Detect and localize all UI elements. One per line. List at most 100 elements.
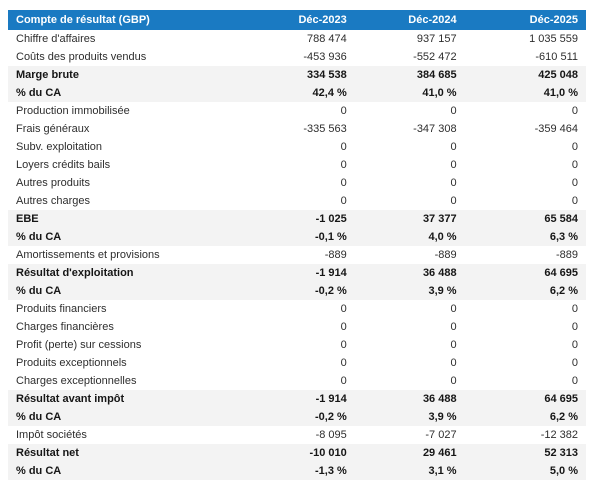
row-value-cell-dec-2023: 0 [239,318,355,336]
table-row: % du CA -0,2 % 3,9 % 6,2 % [8,408,586,426]
row-value-cell-dec-2024: 3,1 % [354,462,465,480]
row-value-cell-dec-2025: 6,3 % [464,228,586,246]
row-value-cell-dec-2024: 3,9 % [354,408,465,426]
table-row: Frais généraux -335 563 -347 308 -359 46… [8,120,586,138]
row-label-cell: % du CA [8,228,240,246]
row-value-cell-dec-2023: 0 [239,336,355,354]
row-value-cell-dec-2024: 0 [354,156,465,174]
row-label-cell: Amortissements et provisions [8,246,240,264]
row-label-cell: Produits financiers [8,300,240,318]
table-row: Coûts des produits vendus -453 936 -552 … [8,48,586,66]
row-value-cell-dec-2023: -1,3 % [239,462,355,480]
table-body: Chiffre d'affaires 788 474 937 157 1 035… [8,30,586,480]
row-value-cell-dec-2023: -0,2 % [239,282,355,300]
row-value-cell-dec-2023: 0 [239,354,355,372]
row-label-cell: Profit (perte) sur cessions [8,336,240,354]
row-label-cell: Produits exceptionnels [8,354,240,372]
row-value-cell-dec-2023: 42,4 % [239,84,355,102]
row-value-cell-dec-2025: 64 695 [464,264,586,282]
row-value-cell-dec-2024: 36 488 [354,390,465,408]
row-value-cell-dec-2023: 0 [239,138,355,156]
table-row: % du CA -1,3 % 3,1 % 5,0 % [8,462,586,480]
table-row: Résultat d'exploitation -1 914 36 488 64… [8,264,586,282]
row-value-cell-dec-2023: 0 [239,192,355,210]
row-value-cell-dec-2024: 0 [354,354,465,372]
row-value-cell-dec-2025: 6,2 % [464,408,586,426]
table-header-row: Compte de résultat (GBP) Déc-2023 Déc-20… [8,10,586,30]
row-value-cell-dec-2023: -0,1 % [239,228,355,246]
row-value-cell-dec-2023: -1 914 [239,390,355,408]
row-value-cell-dec-2024: 36 488 [354,264,465,282]
row-value-cell-dec-2024: 384 685 [354,66,465,84]
row-label-cell: Résultat net [8,444,240,462]
table-row: Chiffre d'affaires 788 474 937 157 1 035… [8,30,586,48]
table-row: Subv. exploitation 0 0 0 [8,138,586,156]
row-value-cell-dec-2025: -610 511 [464,48,586,66]
row-value-cell-dec-2025: 6,2 % [464,282,586,300]
row-value-cell-dec-2023: -453 936 [239,48,355,66]
table-row: EBE -1 025 37 377 65 584 [8,210,586,228]
row-value-cell-dec-2023: -889 [239,246,355,264]
row-label-cell: Loyers crédits bails [8,156,240,174]
row-value-cell-dec-2023: -1 025 [239,210,355,228]
row-value-cell-dec-2023: 334 538 [239,66,355,84]
row-value-cell-dec-2024: 0 [354,372,465,390]
row-label-cell: % du CA [8,84,240,102]
row-value-cell-dec-2024: 937 157 [354,30,465,48]
row-label-cell: Charges financières [8,318,240,336]
row-value-cell-dec-2025: -359 464 [464,120,586,138]
row-value-cell-dec-2023: 0 [239,102,355,120]
row-value-cell-dec-2024: 0 [354,138,465,156]
table-title-header: Compte de résultat (GBP) [8,10,240,30]
row-value-cell-dec-2024: 0 [354,318,465,336]
table-row: Loyers crédits bails 0 0 0 [8,156,586,174]
row-value-cell-dec-2025: -12 382 [464,426,586,444]
row-value-cell-dec-2025: -889 [464,246,586,264]
table-row: Produits exceptionnels 0 0 0 [8,354,586,372]
row-value-cell-dec-2025: 52 313 [464,444,586,462]
row-value-cell-dec-2023: 0 [239,372,355,390]
row-value-cell-dec-2023: 0 [239,174,355,192]
row-value-cell-dec-2024: 0 [354,102,465,120]
income-statement-report: Compte de résultat (GBP) Déc-2023 Déc-20… [8,10,586,480]
row-value-cell-dec-2025: 5,0 % [464,462,586,480]
row-value-cell-dec-2024: 0 [354,300,465,318]
table-row: Charges exceptionnelles 0 0 0 [8,372,586,390]
row-label-cell: Autres charges [8,192,240,210]
row-value-cell-dec-2023: -335 563 [239,120,355,138]
row-value-cell-dec-2024: 0 [354,174,465,192]
table-row: % du CA -0,2 % 3,9 % 6,2 % [8,282,586,300]
row-value-cell-dec-2023: 0 [239,156,355,174]
row-value-cell-dec-2025: 0 [464,102,586,120]
table-row: Autres produits 0 0 0 [8,174,586,192]
row-value-cell-dec-2024: -347 308 [354,120,465,138]
table-row: Produits financiers 0 0 0 [8,300,586,318]
row-value-cell-dec-2023: -0,2 % [239,408,355,426]
row-value-cell-dec-2024: 0 [354,336,465,354]
row-value-cell-dec-2023: -1 914 [239,264,355,282]
row-value-cell-dec-2025: 0 [464,372,586,390]
row-value-cell-dec-2025: 0 [464,318,586,336]
row-label-cell: Frais généraux [8,120,240,138]
row-label-cell: % du CA [8,462,240,480]
row-label-cell: Subv. exploitation [8,138,240,156]
row-value-cell-dec-2024: -7 027 [354,426,465,444]
row-label-cell: Marge brute [8,66,240,84]
row-value-cell-dec-2024: 29 461 [354,444,465,462]
table-row: % du CA 42,4 % 41,0 % 41,0 % [8,84,586,102]
table-row: Résultat net -10 010 29 461 52 313 [8,444,586,462]
row-value-cell-dec-2024: 37 377 [354,210,465,228]
row-label-cell: % du CA [8,282,240,300]
row-value-cell-dec-2024: 41,0 % [354,84,465,102]
row-value-cell-dec-2025: 64 695 [464,390,586,408]
row-label-cell: Charges exceptionnelles [8,372,240,390]
row-value-cell-dec-2025: 0 [464,300,586,318]
table-row: Autres charges 0 0 0 [8,192,586,210]
row-value-cell-dec-2024: -552 472 [354,48,465,66]
income-statement-table: Compte de résultat (GBP) Déc-2023 Déc-20… [8,10,586,480]
row-value-cell-dec-2023: -8 095 [239,426,355,444]
table-row: Marge brute 334 538 384 685 425 048 [8,66,586,84]
column-header-dec-2025: Déc-2025 [464,10,586,30]
row-value-cell-dec-2024: 0 [354,192,465,210]
row-label-cell: % du CA [8,408,240,426]
